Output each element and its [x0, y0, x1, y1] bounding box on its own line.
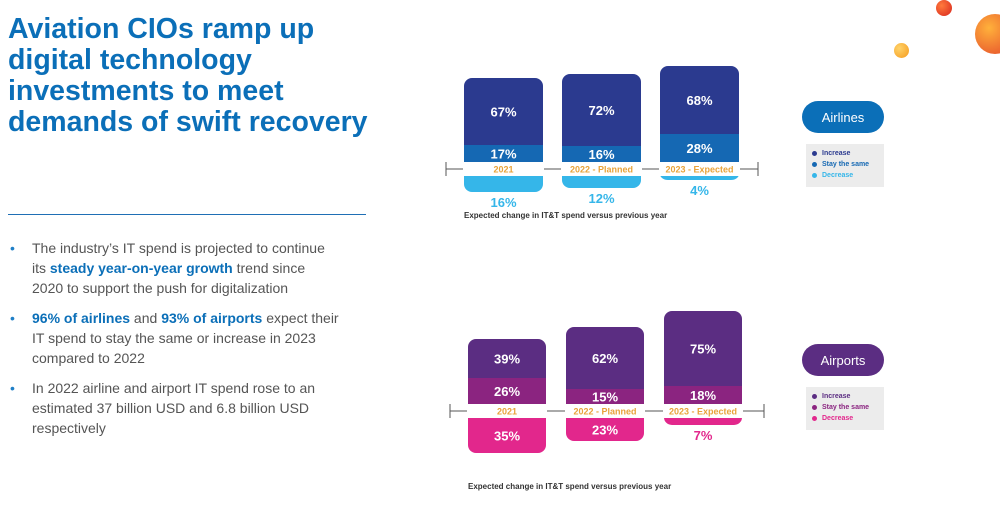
airports-chart-svg: 2021 39% 26% 35% 2022 - Planned 62% 15% 23% 2023… [449, 311, 765, 453]
bar-same-2023-expected [660, 134, 739, 162]
bar-same-2022-planned [562, 146, 641, 162]
decorative-orb-icon [975, 14, 1000, 54]
airports-pill: Airports [802, 344, 884, 376]
bar-same-2023-expected [664, 386, 742, 404]
category-label-2022-planned: 2022 - Planned [573, 407, 636, 417]
airlines-chart-svg: 2021 67% 17% 16% 2022 - Planned 72% 16% 12% 2023… [445, 66, 759, 210]
bullet-dot-icon: • [10, 310, 15, 326]
legend-dot-icon [812, 173, 817, 178]
airports-chart-caption: Expected change in IT&T spend versus pre… [468, 482, 672, 491]
data-label-same: 28% [686, 141, 712, 156]
data-label-same: 26% [494, 384, 520, 399]
decorative-orb-icon [894, 43, 909, 58]
airports-legend: Increase Stay the same Decrease [806, 387, 884, 430]
bar-same-2021 [464, 145, 543, 162]
bar-same-2021 [468, 378, 546, 404]
data-label-increase: 62% [592, 351, 618, 366]
airports-chart: 2021 39% 26% 35% 2022 - Planned 62% 15% 23% 2023… [440, 265, 770, 495]
bar-increase-2022-planned [566, 327, 644, 397]
airlines-legend: Increase Stay the same Decrease [806, 144, 884, 187]
highlight-text: steady year-on-year growth [49, 260, 233, 276]
legend-dot-icon [812, 151, 817, 156]
bar-decrease-2021 [468, 410, 546, 453]
data-label-increase: 67% [490, 105, 516, 120]
legend-dot-icon [812, 394, 817, 399]
category-band [467, 404, 547, 418]
data-label-same: 17% [490, 147, 516, 162]
data-label-same: 18% [690, 388, 716, 403]
data-label-decrease: 23% [592, 423, 618, 438]
category-band [565, 404, 645, 418]
bullet-dot-icon: • [10, 240, 15, 256]
data-label-decrease: 35% [494, 429, 520, 444]
category-band [463, 162, 544, 176]
category-label-2023-expected: 2023 - Expected [665, 165, 733, 175]
data-label-decrease: 7% [694, 428, 713, 443]
highlight-text: 93% of airports [161, 310, 263, 326]
airlines-pill: Airlines [802, 101, 884, 133]
data-label-same: 15% [592, 390, 618, 405]
category-band [659, 162, 740, 176]
title-divider [8, 214, 366, 215]
bar-increase-2021 [468, 339, 546, 386]
bullet-item: • In 2022 airline and airport IT spend r… [10, 380, 316, 436]
bullet-item: • 96% of airlines and 93% of airports ex… [10, 310, 339, 366]
bar-same-2022-planned [566, 389, 644, 404]
bullet-list: • The industry’s IT spend is projected t… [10, 238, 340, 448]
bullet-item: • The industry’s IT spend is projected t… [10, 240, 325, 296]
category-band [663, 404, 743, 418]
data-label-increase: 39% [494, 352, 520, 367]
data-label-same: 16% [588, 147, 614, 162]
category-label-2021: 2021 [497, 407, 517, 417]
legend-item-decrease: Decrease [812, 415, 878, 422]
bar-increase-2022-planned [562, 74, 641, 154]
category-label-2021: 2021 [493, 165, 513, 175]
data-label-increase: 68% [686, 93, 712, 108]
highlight-text: 96% of airlines [32, 310, 131, 326]
legend-item-same: Stay the same [812, 404, 878, 411]
category-label-2023-expected: 2023 - Expected [669, 407, 737, 417]
data-label-increase: 72% [588, 103, 614, 118]
legend-dot-icon [812, 162, 817, 167]
bullet-dot-icon: • [10, 380, 15, 396]
category-band [561, 162, 642, 176]
airlines-chart: 2021 67% 17% 16% 2022 - Planned 72% 16% 12% 2023… [440, 22, 770, 222]
legend-dot-icon [812, 416, 817, 421]
data-label-increase: 75% [690, 342, 716, 357]
data-label-decrease: 16% [490, 195, 516, 210]
category-label-2022-planned: 2022 - Planned [570, 165, 633, 175]
data-label-decrease: 12% [588, 191, 614, 206]
legend-dot-icon [812, 405, 817, 410]
legend-item-increase: Increase [812, 393, 878, 400]
airlines-chart-caption: Expected change in IT&T spend versus pre… [464, 211, 668, 220]
legend-item-decrease: Decrease [812, 172, 878, 179]
bar-increase-2023-expected [660, 66, 739, 142]
data-label-decrease: 4% [690, 183, 709, 198]
bar-increase-2023-expected [664, 311, 742, 394]
bar-increase-2021 [464, 78, 543, 153]
page-title: Aviation CIOs ramp up digital technology… [8, 13, 368, 138]
legend-item-increase: Increase [812, 150, 878, 157]
decorative-orb-icon [936, 0, 952, 16]
legend-item-same: Stay the same [812, 161, 878, 168]
